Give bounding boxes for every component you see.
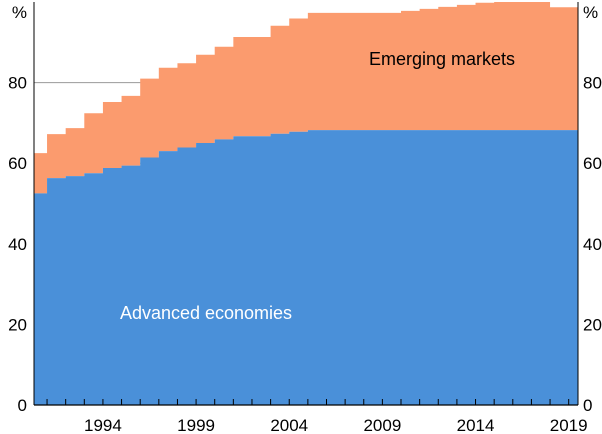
- area-series: [34, 2, 578, 405]
- x-tick-label-1994: 1994: [84, 416, 122, 434]
- axes: [33, 2, 579, 406]
- x-tick-label-2009: 2009: [363, 416, 401, 434]
- y-tick-label-left-40: 40: [8, 235, 27, 254]
- y-tick-label-right-20: 20: [583, 315, 602, 334]
- series-label-emerging-markets: Emerging markets: [369, 49, 515, 69]
- area-advanced-economies: [34, 130, 578, 405]
- y-tick-label-right-40: 40: [583, 235, 602, 254]
- tick-labels: 0 0 20 20 40 40 60 60 80 80% % 1994 1999 2004 2009 2014…: [8, 3, 602, 434]
- y-tick-label-right-80: 80: [583, 74, 602, 93]
- x-tick-label-2004: 2004: [270, 416, 308, 434]
- y-tick-label-left-60: 60: [8, 154, 27, 173]
- y-tick-label-right-60: 60: [583, 154, 602, 173]
- x-tick-label-1999: 1999: [177, 416, 215, 434]
- y-unit-label-right: %: [583, 3, 598, 22]
- y-tick-label-left-0: 0: [18, 396, 27, 415]
- y-tick-label-right-0: 0: [583, 396, 592, 415]
- y-tick-label-left-20: 20: [8, 315, 27, 334]
- x-tick-label-2019: 2019: [550, 416, 588, 434]
- series-label-advanced-economies: Advanced economies: [120, 303, 292, 323]
- x-tick-label-2014: 2014: [457, 416, 495, 434]
- y-tick-label-left-80: 80: [8, 74, 27, 93]
- y-unit-label-left: %: [12, 3, 27, 22]
- area-emerging-markets: [34, 2, 578, 194]
